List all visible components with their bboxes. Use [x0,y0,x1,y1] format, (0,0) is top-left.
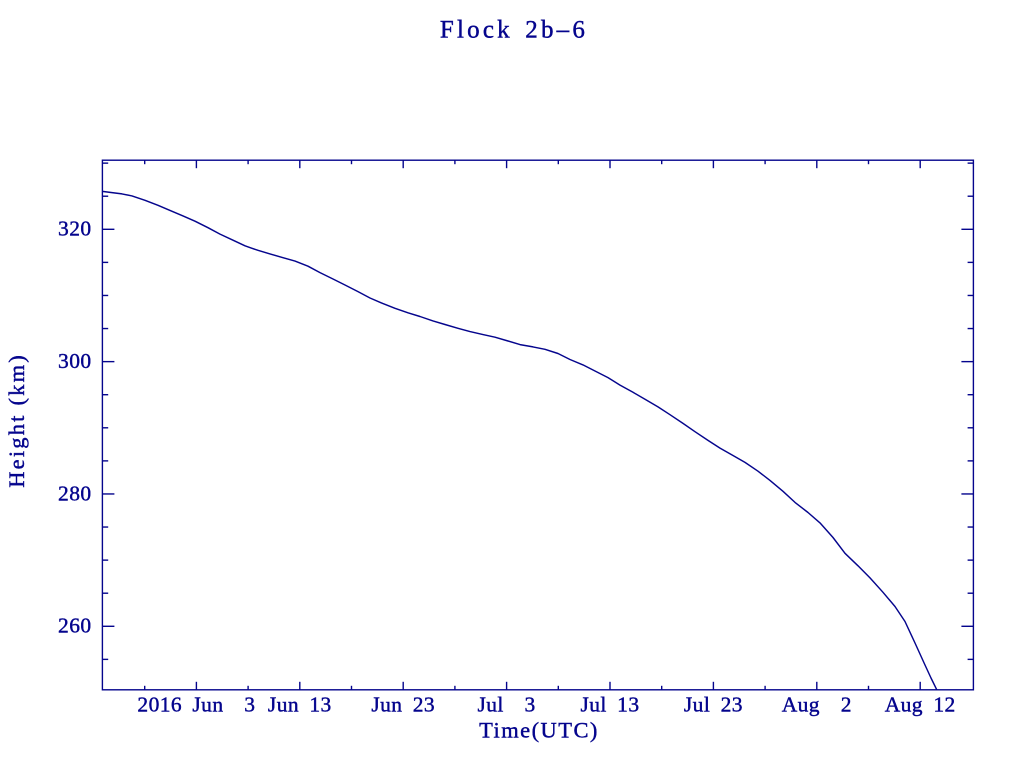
svg-text:260: 260 [58,614,91,638]
svg-text:Jul 13: Jul 13 [581,693,640,717]
svg-text:Jul 3: Jul 3 [477,693,535,717]
svg-text:Aug 12: Aug 12 [885,693,956,717]
svg-text:280: 280 [58,481,91,505]
svg-text:300: 300 [58,349,91,373]
svg-text:320: 320 [58,217,91,241]
svg-text:Time(UTC): Time(UTC) [479,718,599,743]
svg-text:Flock 2b–6: Flock 2b–6 [440,17,588,44]
svg-text:2016 Jun 3: 2016 Jun 3 [137,693,255,717]
svg-text:Jun 13: Jun 13 [268,693,332,717]
svg-text:Jul 23: Jul 23 [684,693,743,717]
svg-text:Height (km): Height (km) [4,353,29,488]
svg-text:Jun 23: Jun 23 [371,693,435,717]
svg-text:Aug 2: Aug 2 [782,693,852,717]
